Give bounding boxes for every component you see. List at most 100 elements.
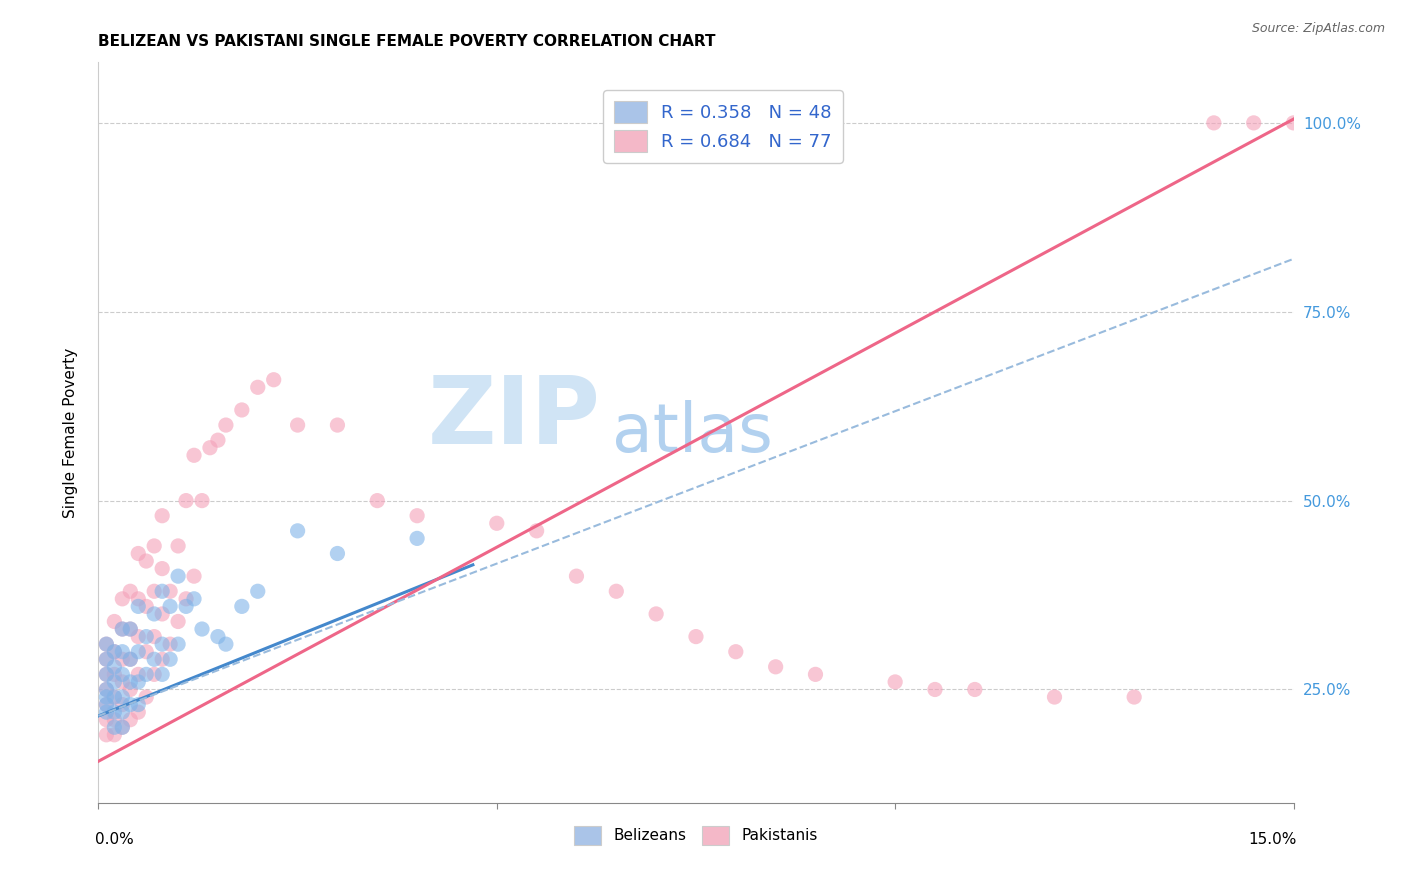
- Point: [120, 682, 142, 697]
- Point: [103, 690, 125, 704]
- Point: [174, 493, 197, 508]
- Point: [183, 569, 205, 583]
- Point: [96, 637, 118, 651]
- Point: [111, 667, 134, 681]
- Point: [96, 667, 118, 681]
- Point: [135, 645, 157, 659]
- Point: [645, 607, 668, 621]
- Legend: Belizeans, Pakistanis: Belizeans, Pakistanis: [568, 820, 824, 851]
- Point: [150, 637, 173, 651]
- Point: [103, 728, 125, 742]
- Point: [183, 448, 205, 462]
- Point: [103, 667, 125, 681]
- Point: [924, 682, 946, 697]
- Point: [127, 674, 149, 689]
- Point: [1282, 116, 1305, 130]
- Point: [159, 637, 181, 651]
- Point: [135, 554, 157, 568]
- Text: Source: ZipAtlas.com: Source: ZipAtlas.com: [1251, 22, 1385, 36]
- Point: [120, 622, 142, 636]
- Point: [96, 713, 118, 727]
- Point: [287, 418, 309, 433]
- Point: [406, 508, 429, 523]
- Point: [127, 547, 149, 561]
- Point: [143, 584, 166, 599]
- Point: [143, 652, 166, 666]
- Point: [159, 584, 181, 599]
- Point: [1202, 116, 1225, 130]
- Point: [231, 403, 253, 417]
- Point: [96, 637, 118, 651]
- Point: [804, 667, 827, 681]
- Point: [1043, 690, 1066, 704]
- Point: [167, 569, 190, 583]
- Point: [120, 652, 142, 666]
- Point: [143, 607, 166, 621]
- Point: [96, 652, 118, 666]
- Point: [127, 645, 149, 659]
- Point: [96, 682, 118, 697]
- Point: [96, 667, 118, 681]
- Point: [120, 713, 142, 727]
- Point: [96, 698, 118, 712]
- Point: [127, 705, 149, 719]
- Point: [103, 705, 125, 719]
- Point: [159, 599, 181, 614]
- Point: [120, 698, 142, 712]
- Point: [526, 524, 548, 538]
- Point: [143, 630, 166, 644]
- Point: [207, 630, 229, 644]
- Point: [167, 539, 190, 553]
- Point: [111, 622, 134, 636]
- Point: [120, 584, 142, 599]
- Point: [485, 516, 508, 531]
- Point: [111, 690, 134, 704]
- Point: [167, 615, 190, 629]
- Point: [167, 637, 190, 651]
- Point: [127, 698, 149, 712]
- Point: [150, 561, 173, 575]
- Point: [198, 441, 221, 455]
- Point: [326, 547, 349, 561]
- Point: [96, 682, 118, 697]
- Point: [103, 660, 125, 674]
- Point: [111, 645, 134, 659]
- Point: [96, 705, 118, 719]
- Point: [143, 667, 166, 681]
- Point: [135, 690, 157, 704]
- Point: [191, 493, 214, 508]
- Point: [150, 667, 173, 681]
- Point: [246, 380, 269, 394]
- Point: [135, 599, 157, 614]
- Point: [120, 652, 142, 666]
- Point: [127, 630, 149, 644]
- Point: [406, 532, 429, 546]
- Point: [159, 652, 181, 666]
- Point: [111, 622, 134, 636]
- Point: [103, 690, 125, 704]
- Point: [884, 674, 907, 689]
- Point: [174, 599, 197, 614]
- Point: [215, 637, 238, 651]
- Point: [183, 591, 205, 606]
- Point: [103, 720, 125, 734]
- Point: [103, 645, 125, 659]
- Point: [96, 652, 118, 666]
- Point: [765, 660, 787, 674]
- Point: [685, 630, 707, 644]
- Point: [96, 698, 118, 712]
- Point: [246, 584, 269, 599]
- Point: [963, 682, 986, 697]
- Point: [111, 674, 134, 689]
- Point: [263, 373, 285, 387]
- Point: [207, 433, 229, 447]
- Text: atlas: atlas: [613, 400, 773, 466]
- Point: [191, 622, 214, 636]
- Text: BELIZEAN VS PAKISTANI SINGLE FEMALE POVERTY CORRELATION CHART: BELIZEAN VS PAKISTANI SINGLE FEMALE POVE…: [98, 34, 716, 49]
- Point: [366, 493, 388, 508]
- Point: [127, 667, 149, 681]
- Point: [103, 674, 125, 689]
- Point: [215, 418, 238, 433]
- Point: [1243, 116, 1265, 130]
- Point: [150, 607, 173, 621]
